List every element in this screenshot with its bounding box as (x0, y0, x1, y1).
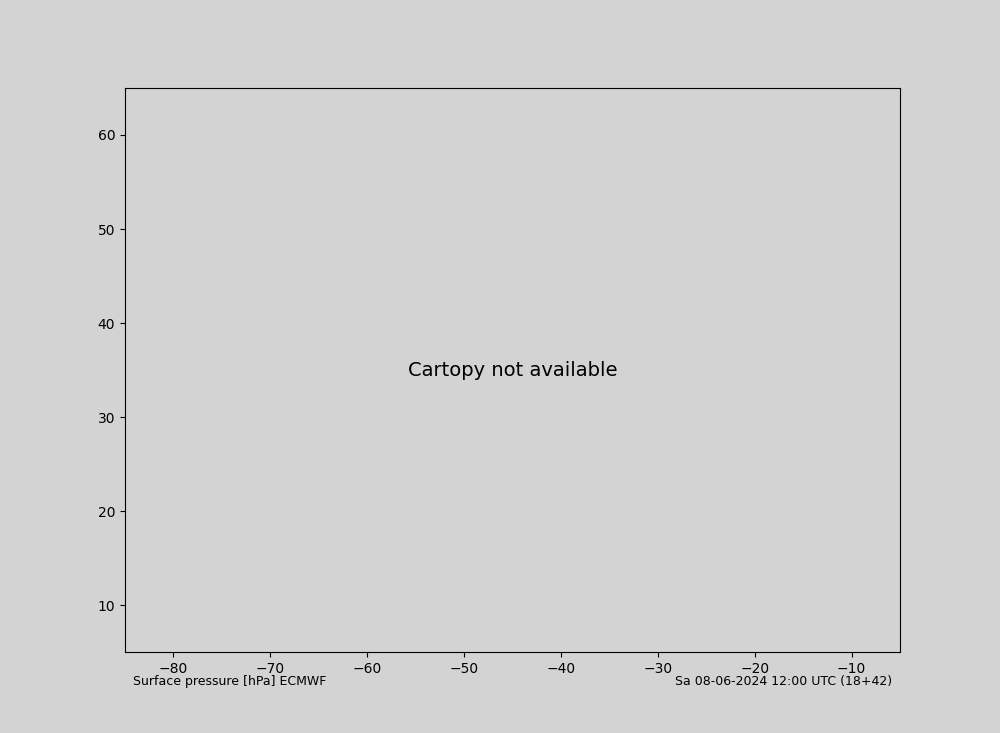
Text: Surface pressure [hPa] ECMWF: Surface pressure [hPa] ECMWF (133, 675, 326, 688)
Text: Cartopy not available: Cartopy not available (408, 361, 617, 380)
Text: Sa 08-06-2024 12:00 UTC (18+42): Sa 08-06-2024 12:00 UTC (18+42) (675, 675, 892, 688)
